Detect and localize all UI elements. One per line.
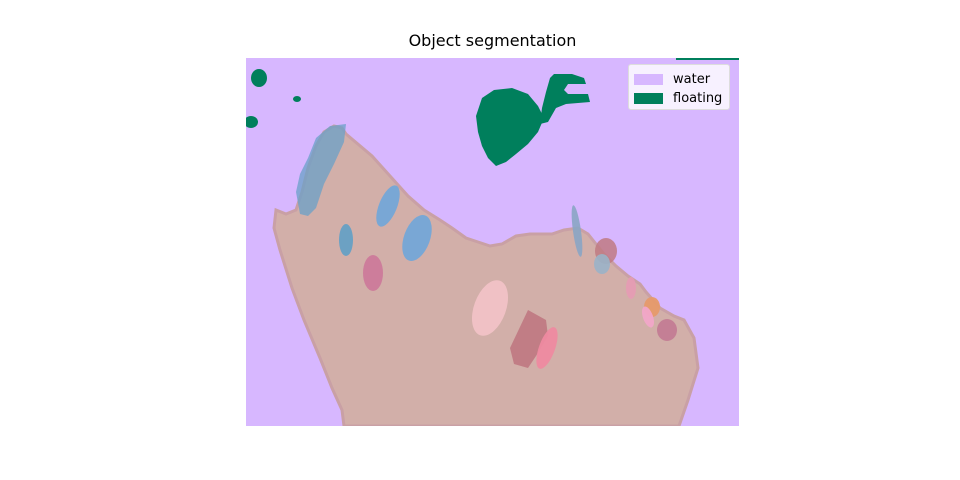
legend-item-floating: floating <box>634 90 722 106</box>
floating-object-top-edge <box>676 58 739 60</box>
legend: water floating <box>628 64 730 110</box>
segment-magenta <box>363 255 383 291</box>
segment-blue-diagonal <box>376 185 400 227</box>
segment-pink-light <box>471 280 509 336</box>
segment-dark-rose <box>510 310 548 368</box>
legend-swatch-floating <box>634 92 663 104</box>
segment-blue-right <box>402 215 432 261</box>
segment-mauve <box>657 319 677 341</box>
floating-object-left-1 <box>251 69 267 87</box>
segment-blue-small <box>339 224 353 256</box>
segment-coral <box>536 327 558 369</box>
segment-steel-strip <box>571 205 583 257</box>
floating-object-large <box>476 88 544 166</box>
segment-pink-small <box>641 306 655 328</box>
legend-label-water: water <box>673 71 711 87</box>
legend-item-water: water <box>634 71 710 87</box>
legend-label-floating: floating <box>673 90 723 106</box>
floating-object-left-2 <box>246 116 258 128</box>
segment-left-strip <box>296 124 346 216</box>
segment-gray-blue <box>594 254 610 274</box>
floating-object-left-3 <box>293 96 301 102</box>
figure-title: Object segmentation <box>408 31 577 50</box>
segment-pink-mid <box>626 277 636 299</box>
landmass-region <box>272 124 700 426</box>
segmentation-canvas <box>246 58 739 426</box>
legend-swatch-water <box>634 73 663 85</box>
segmentation-image <box>246 58 739 426</box>
floating-object-tail <box>540 74 590 124</box>
